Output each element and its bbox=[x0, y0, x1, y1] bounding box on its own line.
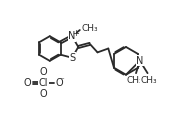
Text: ⁻: ⁻ bbox=[59, 76, 64, 85]
Text: Cl: Cl bbox=[39, 78, 48, 88]
Text: CH₃: CH₃ bbox=[126, 76, 143, 85]
Text: +: + bbox=[72, 29, 79, 38]
Text: O: O bbox=[24, 78, 31, 88]
Text: CH₃: CH₃ bbox=[81, 24, 98, 33]
Text: O: O bbox=[40, 89, 47, 99]
Text: CH₃: CH₃ bbox=[141, 76, 157, 85]
Text: N: N bbox=[68, 31, 76, 41]
Text: O: O bbox=[40, 67, 47, 77]
Text: N: N bbox=[136, 56, 144, 66]
Text: O: O bbox=[55, 78, 63, 88]
Text: S: S bbox=[69, 53, 75, 63]
